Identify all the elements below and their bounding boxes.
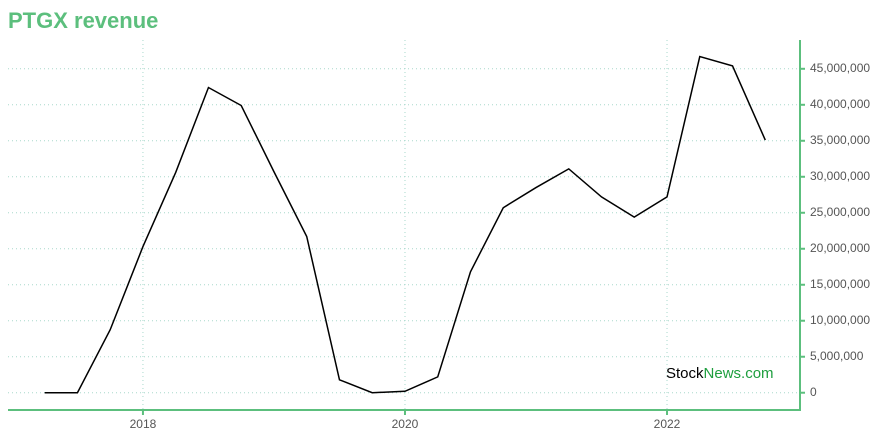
y-tick-label: 45,000,000 (810, 61, 870, 75)
x-tick-label: 2022 (654, 417, 681, 431)
y-tick-label: 35,000,000 (810, 133, 870, 147)
x-tick-label: 2020 (392, 417, 419, 431)
y-tick-label: 10,000,000 (810, 313, 870, 327)
y-tick-label: 5,000,000 (810, 349, 864, 363)
y-tick-label: 0 (810, 385, 817, 399)
y-tick-label: 15,000,000 (810, 277, 870, 291)
y-tick-label: 20,000,000 (810, 241, 870, 255)
watermark: StockNews.com (666, 365, 774, 382)
watermark-part: Stock (666, 365, 704, 382)
x-tick-label: 2018 (130, 417, 157, 431)
y-tick-label: 40,000,000 (810, 97, 870, 111)
chart-title: PTGX revenue (8, 8, 158, 33)
line-series (44, 55, 766, 394)
y-tick-label: 30,000,000 (810, 169, 870, 183)
watermark-part: News.com (704, 365, 774, 382)
y-tick-label: 25,000,000 (810, 205, 870, 219)
